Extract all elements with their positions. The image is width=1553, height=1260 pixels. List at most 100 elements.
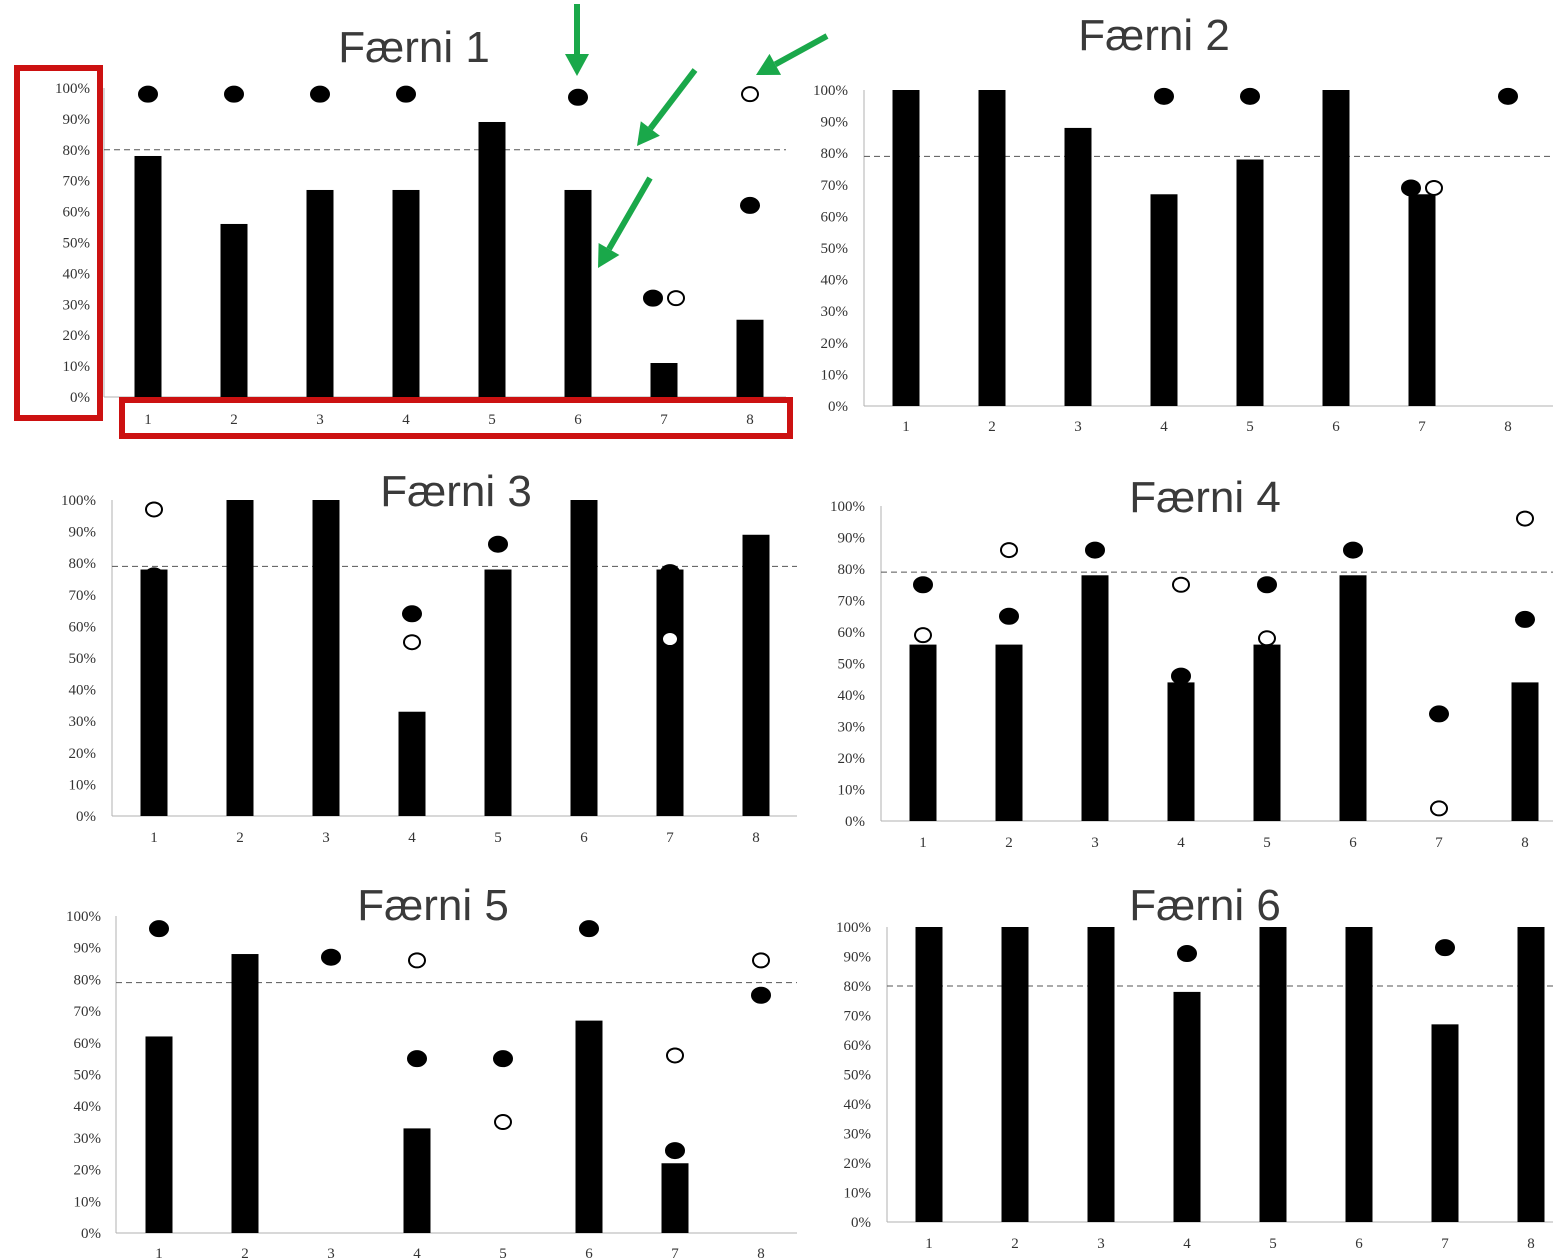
bar-2 [1001, 927, 1029, 1222]
y-tick-label: 100% [55, 81, 90, 97]
y-tick-label: 100% [61, 493, 96, 509]
bar-1 [915, 927, 943, 1222]
filled-marker [396, 85, 416, 103]
y-tick-label: 40% [844, 1097, 872, 1113]
y-tick-label: 90% [69, 525, 97, 541]
x-tick-label: 1 [902, 419, 910, 435]
y-tick-label: 0% [76, 809, 96, 825]
filled-marker [488, 535, 508, 553]
bar-7 [1408, 194, 1436, 406]
filled-marker [1154, 87, 1174, 105]
bar-2 [231, 954, 259, 1233]
bar-6 [564, 189, 592, 397]
y-tick-label: 90% [844, 950, 872, 966]
y-tick-label: 70% [69, 588, 97, 604]
x-tick-label: 2 [241, 1246, 249, 1260]
arrow-head [756, 53, 782, 75]
x-tick-label: 6 [1349, 835, 1357, 851]
bar-1 [140, 569, 168, 816]
filled-marker [1435, 939, 1455, 957]
x-tick-label: 6 [1332, 419, 1340, 435]
filled-marker [999, 607, 1019, 625]
bar-3 [306, 189, 334, 397]
x-tick-label: 1 [919, 835, 927, 851]
y-tick-label: 70% [74, 1004, 102, 1020]
y-tick-label: 20% [74, 1163, 102, 1179]
y-tick-label: 90% [821, 115, 849, 131]
bar-4 [1173, 991, 1201, 1222]
y-tick-label: 50% [63, 236, 91, 252]
chart-panel-2: Færni 2 0% 10% 20% 30% 40% 50% 60% 70% 80% 90% 100%… [813, 11, 1553, 435]
bar-2 [995, 644, 1023, 821]
chart-panel-5: Færni 5 0% 10% 20% 30% 40% 50% 60% 70% 80% 90% 100%… [66, 881, 797, 1260]
bar-4 [1167, 682, 1195, 821]
filled-marker [660, 564, 680, 582]
x-tick-label: 8 [1521, 835, 1529, 851]
x-tick-label: 6 [574, 412, 582, 428]
filled-marker [321, 948, 341, 966]
y-tick-label: 90% [63, 112, 91, 128]
x-tick-label: 7 [1441, 1236, 1449, 1252]
filled-marker [568, 88, 588, 106]
bar-5 [1253, 644, 1281, 821]
chart-title: Færni 1 [338, 23, 490, 72]
bar-1 [134, 155, 162, 397]
x-tick-label: 7 [666, 830, 674, 846]
filled-marker [665, 1142, 685, 1160]
y-tick-label: 60% [74, 1036, 102, 1052]
y-tick-label: 60% [821, 209, 849, 225]
y-tick-label: 50% [821, 241, 849, 257]
y-tick-label: 20% [838, 751, 866, 767]
y-tick-label: 10% [821, 367, 849, 383]
y-tick-label: 70% [821, 178, 849, 194]
filled-marker [1240, 87, 1260, 105]
bar-6 [1339, 575, 1367, 821]
x-tick-label: 2 [1005, 835, 1013, 851]
open-marker [403, 634, 421, 651]
filled-marker [1498, 87, 1518, 105]
bar-8 [1511, 682, 1539, 821]
y-tick-label: 30% [844, 1127, 872, 1143]
x-tick-label: 6 [1355, 1236, 1363, 1252]
y-tick-label: 80% [838, 562, 866, 578]
x-tick-label: 3 [322, 830, 330, 846]
x-tick-label: 4 [402, 412, 410, 428]
x-tick-label: 5 [488, 412, 496, 428]
x-tick-label: 6 [580, 830, 588, 846]
bar-2 [978, 90, 1006, 406]
arrow-shaft [606, 176, 653, 251]
y-tick-label: 50% [74, 1068, 102, 1084]
filled-marker [1401, 179, 1421, 197]
arrow-head [565, 54, 589, 76]
open-marker [1425, 179, 1443, 196]
chart-title: Færni 6 [1129, 881, 1281, 930]
x-tick-label: 8 [757, 1246, 765, 1260]
chart-panel-4: Færni 4 0% 10% 20% 30% 40% 50% 60% 70% 80% 90% 100%… [830, 473, 1553, 851]
y-tick-label: 0% [851, 1215, 871, 1231]
y-tick-label: 30% [74, 1131, 102, 1147]
chart-panel-6: Færni 6 0% 10% 20% 30% 40% 50% 60% 70% 80% 90% 100%… [836, 881, 1553, 1252]
filled-marker [310, 85, 330, 103]
y-tick-label: 80% [74, 972, 102, 988]
y-tick-label: 10% [838, 783, 866, 799]
filled-marker [493, 1050, 513, 1068]
open-marker [1172, 576, 1190, 593]
y-tick-label: 20% [69, 746, 97, 762]
x-tick-label: 3 [327, 1246, 335, 1260]
y-tick-label: 0% [70, 390, 90, 406]
filled-marker [138, 85, 158, 103]
bar-7 [656, 569, 684, 816]
bar-3 [1087, 927, 1115, 1222]
y-tick-label: 40% [838, 688, 866, 704]
filled-marker [740, 196, 760, 214]
filled-marker [643, 289, 663, 307]
x-tick-label: 7 [1435, 835, 1443, 851]
x-tick-label: 4 [1177, 835, 1185, 851]
y-tick-label: 10% [844, 1186, 872, 1202]
arrow-head [598, 242, 620, 268]
chart-panel-3: Færni 3 0% 10% 20% 30% 40% 50% 60% 70% 80% 90% 100%… [61, 467, 797, 846]
bar-7 [1431, 1024, 1459, 1222]
filled-marker [1257, 576, 1277, 594]
x-tick-highlight-box [119, 397, 793, 439]
bar-6 [1345, 927, 1373, 1222]
